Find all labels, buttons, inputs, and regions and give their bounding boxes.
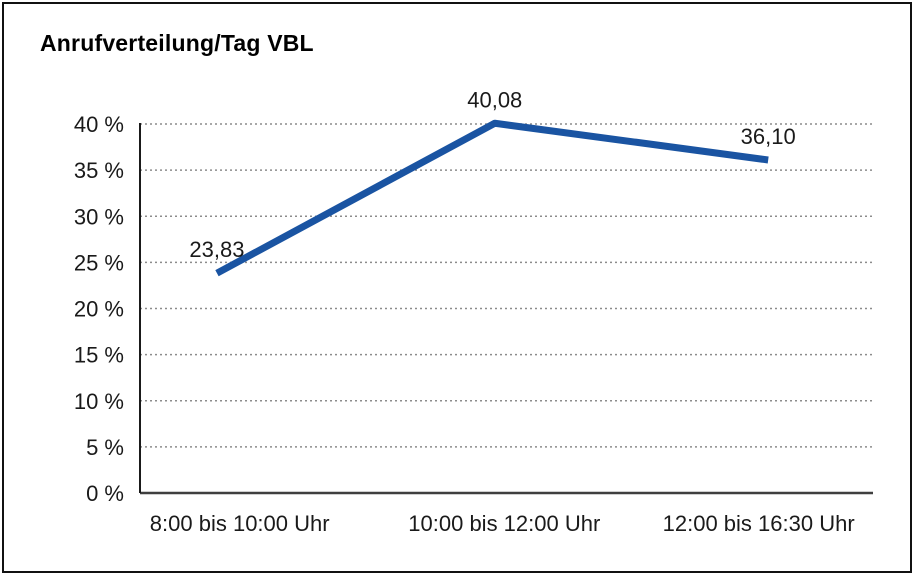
- series-line: [215, 119, 769, 277]
- x-axis-tick-label: 10:00 bis 12:00 Uhr: [408, 511, 600, 536]
- x-axis-tick-label: 8:00 bis 10:00 Uhr: [150, 511, 330, 536]
- y-axis-tick-label: 0 %: [86, 481, 124, 506]
- data-point-label: 40,08: [467, 87, 522, 112]
- data-point-label: 36,10: [741, 124, 796, 149]
- y-axis-tick-label: 35 %: [74, 158, 124, 183]
- y-axis-tick-label: 25 %: [74, 250, 124, 275]
- y-axis-tick-label: 30 %: [74, 204, 124, 229]
- data-point-label: 23,83: [189, 237, 244, 262]
- y-axis-tick-label: 20 %: [74, 297, 124, 322]
- chart-title: Anrufverteilung/Tag VBL: [40, 30, 314, 56]
- y-axis-tick-label: 10 %: [74, 389, 124, 414]
- y-axis-tick-label: 40 %: [74, 112, 124, 137]
- x-axis-tick-label: 12:00 bis 16:30 Uhr: [663, 511, 855, 536]
- y-axis-tick-label: 15 %: [74, 343, 124, 368]
- y-axis-tick-label: 5 %: [86, 435, 124, 460]
